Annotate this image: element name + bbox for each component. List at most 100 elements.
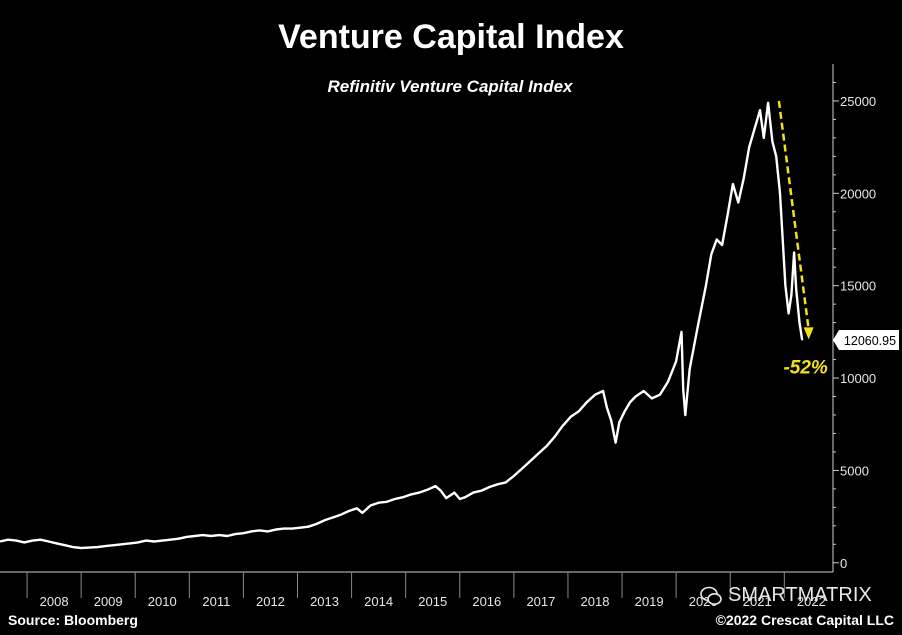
data-point bbox=[410, 493, 412, 495]
last-value-label: 12060.95 bbox=[844, 334, 896, 348]
source-note: Source: Bloomberg bbox=[8, 612, 138, 628]
data-point bbox=[775, 155, 777, 157]
data-point bbox=[726, 214, 729, 217]
data-point bbox=[426, 489, 428, 491]
y-tick-label: 0 bbox=[840, 556, 847, 571]
data-point bbox=[594, 394, 596, 396]
data-point bbox=[767, 102, 769, 104]
data-point bbox=[299, 527, 301, 529]
data-point bbox=[697, 325, 699, 327]
percent-change-label: -52% bbox=[783, 357, 827, 378]
data-point bbox=[459, 498, 461, 500]
data-point bbox=[378, 502, 380, 504]
data-point bbox=[795, 288, 797, 290]
data-point bbox=[464, 496, 466, 498]
data-point bbox=[602, 390, 604, 392]
watermark: SMARTMATRIX bbox=[700, 584, 872, 607]
y-tick-label: 5000 bbox=[840, 463, 869, 478]
chart-subtitle: Refinitiv Venture Capital Index bbox=[327, 77, 573, 96]
data-point bbox=[651, 397, 653, 399]
data-point bbox=[315, 523, 317, 525]
data-point bbox=[784, 285, 787, 287]
data-point bbox=[88, 547, 90, 549]
x-tick-label: 2022 bbox=[797, 594, 826, 609]
data-point bbox=[635, 395, 637, 398]
data-point bbox=[0, 540, 1, 543]
y-tick-label: 15000 bbox=[840, 279, 876, 294]
y-axis: 0 5000 10000 15000 20000 25000 bbox=[832, 64, 876, 572]
data-point bbox=[96, 546, 98, 548]
data-point bbox=[259, 529, 261, 532]
y-tick-label: 10000 bbox=[840, 371, 876, 386]
data-point bbox=[145, 540, 147, 542]
data-point bbox=[307, 526, 309, 528]
x-tick-label: 2021 bbox=[743, 594, 772, 609]
data-point bbox=[332, 516, 334, 519]
data-point bbox=[291, 528, 293, 530]
x-tick-label: 2017 bbox=[526, 594, 555, 609]
data-point bbox=[453, 492, 455, 494]
data-point bbox=[606, 407, 608, 409]
data-point bbox=[716, 238, 718, 241]
data-point bbox=[505, 481, 507, 483]
data-point bbox=[748, 146, 750, 148]
x-tick-label: 2016 bbox=[472, 594, 501, 609]
data-point bbox=[356, 507, 358, 509]
data-point bbox=[177, 538, 180, 540]
data-point bbox=[445, 497, 447, 499]
data-point bbox=[202, 534, 204, 536]
data-point bbox=[480, 490, 482, 492]
x-tick-label: 2014 bbox=[364, 594, 393, 609]
data-point bbox=[242, 532, 244, 534]
data-point bbox=[323, 519, 326, 521]
data-point bbox=[624, 410, 626, 412]
data-point bbox=[418, 492, 420, 494]
data-point bbox=[618, 421, 620, 423]
data-point bbox=[80, 547, 82, 549]
x-tick-label: 2013 bbox=[310, 594, 339, 609]
data-point bbox=[529, 460, 531, 462]
data-point bbox=[682, 388, 684, 390]
data-point bbox=[23, 541, 25, 544]
data-point bbox=[283, 528, 285, 530]
x-tick-label: 2011 bbox=[202, 594, 230, 609]
data-point bbox=[754, 128, 756, 130]
chart-title: Venture Capital Index bbox=[278, 18, 624, 56]
data-point bbox=[705, 285, 707, 287]
x-tick-label: 2009 bbox=[94, 594, 123, 609]
data-point bbox=[186, 536, 188, 538]
data-point bbox=[402, 496, 404, 498]
data-point bbox=[169, 539, 171, 541]
y-tick-label: 20000 bbox=[840, 186, 876, 201]
data-point bbox=[743, 177, 745, 180]
data-point bbox=[440, 490, 442, 492]
data-point bbox=[732, 183, 734, 185]
data-point bbox=[578, 410, 580, 412]
data-point bbox=[659, 394, 661, 396]
data-point bbox=[790, 294, 793, 296]
data-point bbox=[275, 528, 277, 531]
data-point bbox=[763, 137, 765, 139]
data-point bbox=[210, 535, 212, 537]
data-point bbox=[72, 546, 74, 548]
data-point bbox=[570, 416, 572, 418]
data-point bbox=[737, 201, 739, 204]
data-point bbox=[680, 331, 683, 333]
data-point bbox=[267, 530, 269, 533]
data-point bbox=[684, 414, 686, 416]
data-point bbox=[361, 512, 363, 514]
x-tick-label: 2018 bbox=[581, 594, 610, 609]
data-point bbox=[629, 401, 631, 403]
data-point bbox=[31, 540, 34, 542]
data-point bbox=[137, 541, 139, 544]
x-tick-label: 2015 bbox=[418, 594, 447, 609]
data-point bbox=[104, 545, 107, 547]
data-point bbox=[234, 533, 236, 535]
data-point bbox=[488, 486, 491, 488]
copyright-note: ©2022 Crescat Capital LLC bbox=[715, 612, 894, 628]
data-point bbox=[7, 539, 9, 541]
data-point bbox=[689, 368, 691, 370]
data-point bbox=[782, 238, 784, 241]
data-point bbox=[369, 504, 372, 507]
series-line bbox=[0, 101, 804, 550]
